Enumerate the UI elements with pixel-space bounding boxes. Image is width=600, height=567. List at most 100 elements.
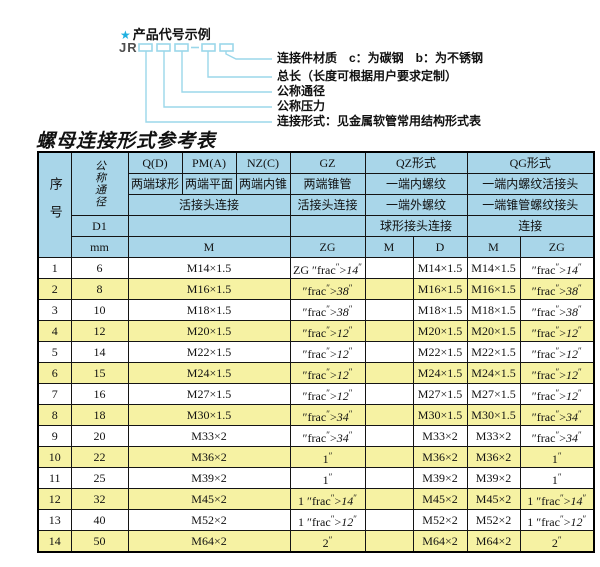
- cell-qz-m: [364, 383, 414, 405]
- cell-m-thread: M52×2: [127, 509, 291, 531]
- cell-qg-m: M39×2: [466, 467, 521, 489]
- cell-mm: 12: [70, 320, 129, 342]
- header-unit-m3: M: [466, 236, 521, 258]
- header-pma: PM(A): [181, 151, 237, 174]
- cell-qg-zg: 1 ″frac″>12″: [519, 509, 595, 531]
- label-pressure: 公称压力: [277, 99, 326, 113]
- header-serial: 序号: [37, 151, 72, 258]
- cell-serial: 6: [37, 362, 72, 384]
- diagram-heading-text: 产品代号示例: [132, 27, 211, 42]
- cell-qg-zg: 1″: [519, 467, 595, 489]
- table-row: 3 10 M18×1.5 ″frac″>38″ M18×1.5 M18×1.5 ″frac″…: [37, 299, 595, 321]
- cell-qg-m: M52×2: [466, 509, 521, 531]
- cell-qg-m: M16×1.5: [466, 278, 521, 300]
- cell-qg-zg: ″frac″>38″: [519, 278, 595, 300]
- cell-qg-zg: ″frac″>38″: [519, 299, 595, 321]
- cell-qz-d: M24×1.5: [412, 362, 468, 384]
- cell-qg-m: M14×1.5: [466, 257, 521, 279]
- header-unit-m2: M: [364, 236, 414, 258]
- cell-qg-zg: ″frac″>14″: [519, 257, 595, 279]
- diagram-heading: ★ 产品代号示例: [120, 24, 211, 43]
- cell-mm: 6: [70, 257, 129, 279]
- product-code-diagram: ★ 产品代号示例 JR 连接件材质 c：为碳钢 b：为不锈钢 总长（长度可根据用户…: [0, 0, 600, 130]
- cell-qz-m: [364, 341, 414, 363]
- cell-zg-size: ″frac″>12″: [289, 341, 366, 363]
- cell-mm: 50: [70, 530, 129, 553]
- product-code-prefix: JR: [119, 40, 138, 55]
- connector-line-material: [225, 51, 272, 60]
- header-d1: D1: [70, 215, 129, 237]
- cell-mm: 10: [70, 299, 129, 321]
- cell-qz-m: [364, 488, 414, 510]
- code-box-2: [156, 43, 171, 52]
- connector-line-pressure: [163, 51, 272, 108]
- cell-qg-zg: 1 ″frac″>14″: [519, 488, 595, 510]
- cell-qg-m: M30×1.5: [466, 404, 521, 426]
- cell-qg-zg: ″frac″>12″: [519, 341, 595, 363]
- table-row: 1 6 M14×1.5 ZG ″frac″>14″ M14×1.5 M14×1.5 ″fra…: [37, 257, 595, 279]
- cell-zg-size: ″frac″>12″: [289, 362, 366, 384]
- star-icon: ★: [120, 28, 131, 42]
- cell-qz-m: [364, 467, 414, 489]
- header-qg-desc1: 一端内螺纹活接头: [466, 173, 595, 195]
- header-unit-m1: M: [127, 236, 291, 258]
- cell-serial: 12: [37, 488, 72, 510]
- cell-mm: 8: [70, 278, 129, 300]
- cell-m-thread: M18×1.5: [127, 299, 291, 321]
- cell-qg-zg: ″frac″>12″: [519, 383, 595, 405]
- cell-qz-m: [364, 425, 414, 447]
- code-box-4: [201, 43, 216, 52]
- table-row: 6 15 M24×1.5 ″frac″>12″ M24×1.5 M24×1.5 ″frac″…: [37, 362, 595, 384]
- code-box-5: [219, 43, 234, 52]
- header-qd: Q(D): [127, 151, 183, 174]
- code-box-3: [174, 43, 189, 52]
- cell-qz-d: M14×1.5: [412, 257, 468, 279]
- header-ball-joint-connect: 球形接头连接: [364, 215, 468, 237]
- cell-mm: 40: [70, 509, 129, 531]
- header-nominal-diameter: 公称通径: [70, 151, 129, 216]
- table-body: 1 6 M14×1.5 ZG ″frac″>14″ M14×1.5 M14×1.5 ″fra…: [37, 257, 595, 553]
- cell-zg-size: ZG ″frac″>14″: [289, 257, 366, 279]
- cell-qg-m: M20×1.5: [466, 320, 521, 342]
- cell-qz-d: M33×2: [412, 425, 468, 447]
- cell-qz-m: [364, 509, 414, 531]
- table-row: 9 20 M33×2 ″frac″>34″ M33×2 M33×2 ″frac″>34″: [37, 425, 595, 447]
- label-length: 总长（长度可根据用户要求定制）: [277, 69, 458, 83]
- cell-qg-m: M18×1.5: [466, 299, 521, 321]
- cell-qz-d: M45×2: [412, 488, 468, 510]
- table-row: 8 18 M30×1.5 ″frac″>34″ M30×1.5 M30×1.5 ″frac″…: [37, 404, 595, 426]
- cell-serial: 13: [37, 509, 72, 531]
- connector-lines-graphic: [138, 43, 272, 123]
- header-nzc-desc: 两端内锥: [235, 173, 291, 195]
- cell-zg-size: 1 ″frac″>12″: [289, 509, 366, 531]
- cell-qz-m: [364, 278, 414, 300]
- cell-qz-m: [364, 320, 414, 342]
- cell-serial: 5: [37, 341, 72, 363]
- cell-qg-zg: ″frac″>12″: [519, 362, 595, 384]
- cell-qz-m: [364, 446, 414, 468]
- cell-qg-zg: 1″: [519, 446, 595, 468]
- header-mm: mm: [70, 236, 129, 258]
- cell-qz-d: M16×1.5: [412, 278, 468, 300]
- cell-qg-m: M27×1.5: [466, 383, 521, 405]
- cell-qg-m: M33×2: [466, 425, 521, 447]
- header-gz-desc: 两端锥管: [289, 173, 366, 195]
- cell-m-thread: M20×1.5: [127, 320, 291, 342]
- header-qz-desc2: 一端外螺纹: [364, 194, 468, 216]
- cell-qz-d: M20×1.5: [412, 320, 468, 342]
- cell-qg-m: M64×2: [466, 530, 521, 553]
- cell-m-thread: M24×1.5: [127, 362, 291, 384]
- connector-line-form: [145, 51, 272, 123]
- cell-m-thread: M22×1.5: [127, 341, 291, 363]
- header-nzc: NZ(C): [235, 151, 291, 174]
- cell-mm: 32: [70, 488, 129, 510]
- cell-zg-size: ″frac″>34″: [289, 425, 366, 447]
- cell-zg-size: ″frac″>38″: [289, 299, 366, 321]
- cell-m-thread: M36×2: [127, 446, 291, 468]
- label-material: 连接件材质 c：为碳钢 b：为不锈钢: [277, 51, 484, 65]
- table-title: 螺母连接形式参考表: [36, 131, 217, 152]
- header-qd-desc: 两端球形: [127, 173, 183, 195]
- cell-qz-d: M27×1.5: [412, 383, 468, 405]
- cell-serial: 1: [37, 257, 72, 279]
- cell-mm: 22: [70, 446, 129, 468]
